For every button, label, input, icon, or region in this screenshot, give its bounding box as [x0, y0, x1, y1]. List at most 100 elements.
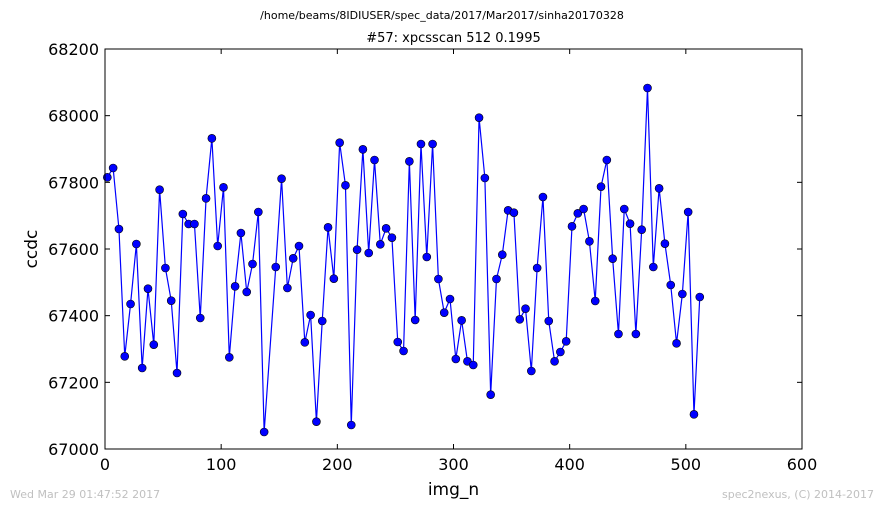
data-point [666, 280, 676, 290]
data-point [538, 192, 548, 202]
data-point [439, 308, 449, 317]
axis-ticks: 0 100 200 300 400 500 600 67000 67200 67400 67600 6… [48, 40, 817, 474]
data-series [103, 83, 705, 437]
x-tick-label: 100 [206, 455, 237, 474]
data-point [306, 310, 315, 320]
data-point [172, 368, 182, 378]
data-point [631, 329, 641, 339]
data-point [149, 340, 159, 349]
data-point [486, 390, 495, 399]
data-point [556, 347, 565, 357]
data-point [619, 204, 629, 214]
data-point [527, 366, 536, 376]
data-point [225, 353, 234, 362]
data-point [166, 296, 176, 305]
data-point [161, 263, 170, 273]
data-point [352, 245, 362, 254]
data-point [219, 183, 228, 192]
data-point [515, 315, 525, 324]
data-point [602, 155, 612, 165]
data-point [358, 145, 368, 154]
data-point [416, 139, 426, 149]
x-axis-label: img_n [428, 480, 479, 500]
y-tick-label: 67600 [48, 240, 99, 259]
data-point [521, 304, 530, 313]
data-point [561, 337, 571, 346]
data-point [294, 241, 304, 251]
data-point [155, 185, 164, 194]
data-point [596, 182, 606, 191]
data-point [405, 157, 414, 166]
data-point [329, 274, 339, 283]
data-point [573, 209, 583, 218]
data-point [649, 262, 658, 272]
data-point [283, 283, 292, 293]
x-tick-label: 600 [787, 455, 818, 474]
y-tick-label: 68200 [48, 40, 99, 59]
data-point [614, 329, 623, 339]
y-tick-label: 67200 [48, 373, 99, 392]
data-point [654, 184, 664, 193]
data-point [346, 420, 356, 430]
data-point [678, 289, 687, 299]
data-point [393, 337, 403, 347]
data-point [126, 299, 135, 309]
data-point [364, 248, 374, 258]
plot-area-frame [104, 48, 803, 450]
data-point [474, 113, 484, 122]
data-point [590, 296, 600, 306]
data-point [254, 207, 263, 217]
data-point [643, 83, 652, 93]
data-point [370, 155, 379, 165]
data-point [242, 287, 252, 297]
data-point [695, 292, 705, 302]
x-tick-label: 500 [671, 455, 702, 474]
data-point [422, 252, 432, 262]
data-point [532, 263, 542, 273]
data-point [201, 194, 211, 203]
data-point [300, 338, 310, 347]
footer-timestamp: Wed Mar 29 01:47:52 2017 [10, 488, 160, 501]
data-point [410, 315, 420, 325]
data-point [608, 254, 617, 263]
x-tick-label: 400 [554, 455, 585, 474]
data-point [480, 173, 490, 183]
data-point [335, 138, 344, 147]
data-point [689, 410, 699, 419]
data-point [108, 163, 118, 173]
data-point [497, 250, 507, 259]
data-point [399, 346, 408, 356]
data-point [376, 240, 385, 249]
data-point [428, 139, 437, 149]
data-point [178, 209, 188, 219]
x-tick-label: 300 [438, 455, 469, 474]
data-point [259, 427, 269, 437]
data-point [445, 294, 455, 304]
data-point [387, 233, 397, 242]
y-tick-label: 67000 [48, 440, 99, 459]
chart-title: #57: xpcsscan 512 0.1995 [366, 31, 541, 46]
data-point [288, 254, 298, 263]
data-point [137, 363, 147, 373]
chart-suptitle: /home/beams/8IDIUSER/spec_data/2017/Mar2… [260, 9, 624, 22]
data-point [143, 284, 153, 293]
data-point [236, 228, 246, 238]
data-point [341, 181, 350, 190]
data-point [585, 237, 594, 246]
data-point [248, 259, 257, 269]
data-point [190, 219, 199, 229]
data-point [312, 417, 321, 426]
series-line [106, 87, 701, 433]
x-tick-label: 0 [100, 455, 110, 474]
data-point [230, 282, 240, 291]
data-point [579, 204, 588, 214]
data-point [271, 262, 281, 272]
data-point [213, 241, 222, 251]
data-point [451, 354, 461, 364]
data-point [625, 219, 635, 228]
data-point [683, 207, 693, 217]
data-point [660, 239, 670, 248]
y-axis-label: ccdc [22, 230, 42, 269]
data-point [317, 316, 327, 326]
